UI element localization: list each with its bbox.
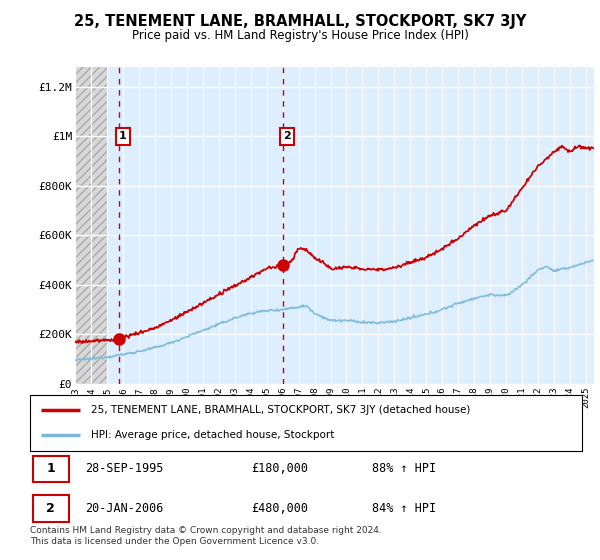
Text: 1: 1: [46, 463, 55, 475]
Text: 1: 1: [119, 132, 127, 142]
Bar: [33, 495, 68, 521]
Text: Contains HM Land Registry data © Crown copyright and database right 2024.
This d: Contains HM Land Registry data © Crown c…: [30, 526, 382, 546]
Bar: [75, 67, 107, 384]
Text: 25, TENEMENT LANE, BRAMHALL, STOCKPORT, SK7 3JY (detached house): 25, TENEMENT LANE, BRAMHALL, STOCKPORT, …: [91, 405, 470, 416]
Text: 20-JAN-2006: 20-JAN-2006: [85, 502, 164, 515]
Text: HPI: Average price, detached house, Stockport: HPI: Average price, detached house, Stoc…: [91, 430, 334, 440]
Text: 84% ↑ HPI: 84% ↑ HPI: [372, 502, 436, 515]
Text: Price paid vs. HM Land Registry's House Price Index (HPI): Price paid vs. HM Land Registry's House …: [131, 29, 469, 42]
Text: 88% ↑ HPI: 88% ↑ HPI: [372, 463, 436, 475]
Text: 2: 2: [46, 502, 55, 515]
Text: 28-SEP-1995: 28-SEP-1995: [85, 463, 164, 475]
Text: 25, TENEMENT LANE, BRAMHALL, STOCKPORT, SK7 3JY: 25, TENEMENT LANE, BRAMHALL, STOCKPORT, …: [74, 14, 526, 29]
Text: £480,000: £480,000: [251, 502, 308, 515]
Text: 2: 2: [283, 132, 291, 142]
FancyBboxPatch shape: [30, 395, 582, 451]
Bar: [33, 456, 68, 482]
Text: £180,000: £180,000: [251, 463, 308, 475]
